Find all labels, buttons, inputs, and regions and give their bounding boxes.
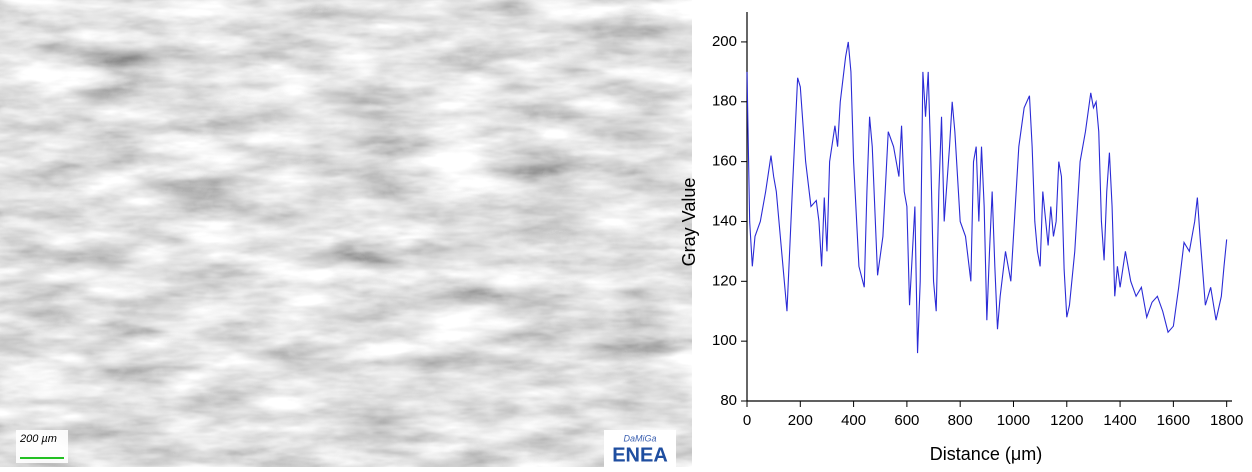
y-axis-title: Gray Value <box>679 178 699 267</box>
x-tick-label: 1600 <box>1157 412 1190 429</box>
x-tick-label: 800 <box>948 412 973 429</box>
y-tick-label: 140 <box>712 212 737 229</box>
micrograph-highlights <box>0 0 692 467</box>
x-tick-label: 1800 <box>1210 412 1243 429</box>
logo-box <box>604 430 676 467</box>
x-tick-label: 1400 <box>1103 412 1136 429</box>
x-tick-label: 1000 <box>997 412 1030 429</box>
logo: ENEA <box>612 444 668 466</box>
x-tick-label: 200 <box>788 412 813 429</box>
x-tick-label: 0 <box>743 412 751 429</box>
y-tick-label: 120 <box>712 272 737 289</box>
y-tick-label: 160 <box>712 153 737 170</box>
y-tick-label: 180 <box>712 93 737 110</box>
y-tick-label: 200 <box>712 33 737 50</box>
x-tick-label: 400 <box>841 412 866 429</box>
scale-label: 200 µm <box>19 433 57 445</box>
micrograph: 200 µm DaMiGa ENEA <box>0 0 692 467</box>
y-tick-label: 80 <box>720 392 737 409</box>
y-tick-label: 100 <box>712 332 737 349</box>
profile-line <box>746 41 1228 354</box>
logo-subtitle: DaMiGa <box>623 433 656 443</box>
x-tick-label: 600 <box>894 412 919 429</box>
x-axis-title: Distance (μm) <box>930 444 1042 464</box>
x-tick-label: 1200 <box>1050 412 1083 429</box>
